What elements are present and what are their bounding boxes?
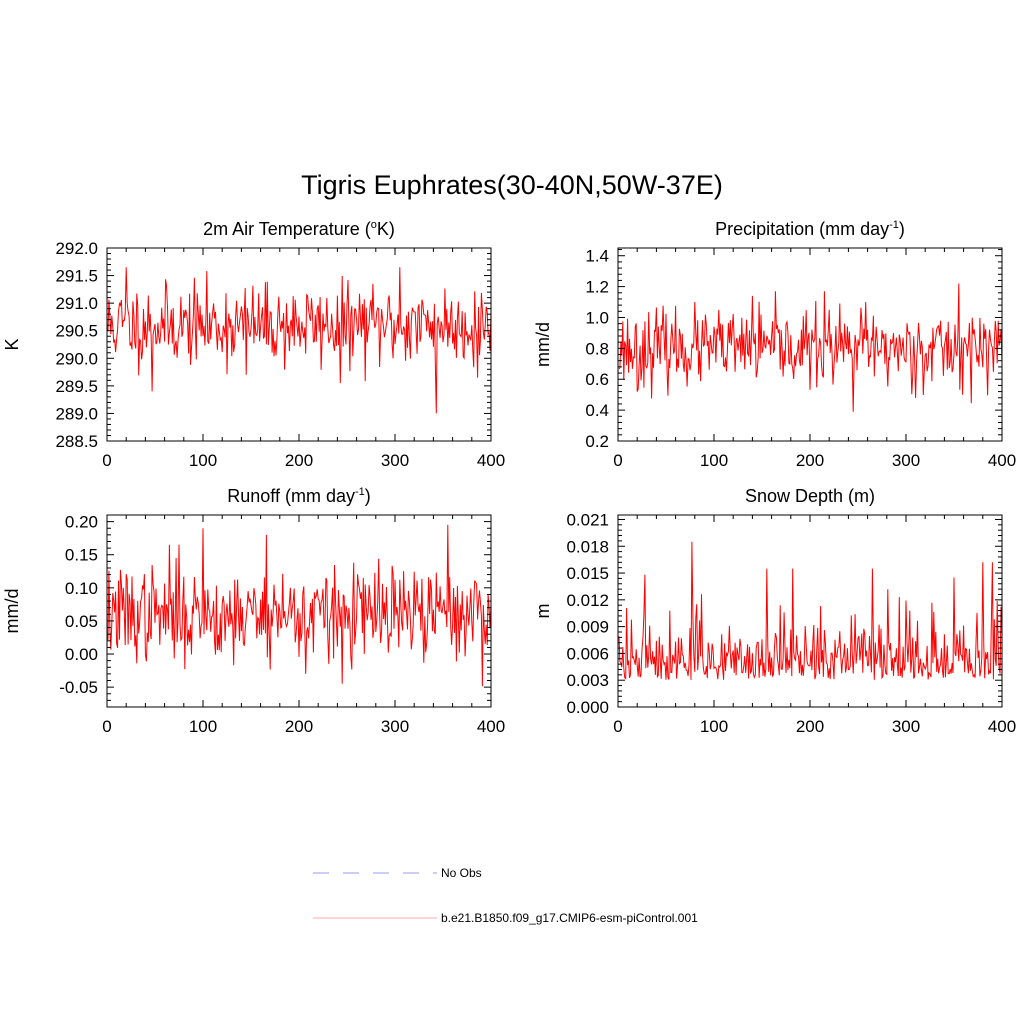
x-tick-label: 200 bbox=[796, 717, 824, 736]
x-tick-label: 400 bbox=[988, 717, 1016, 736]
x-tick-label: 0 bbox=[102, 451, 111, 470]
y-tick-label: 0.015 bbox=[566, 564, 609, 583]
y-tick-label: 0.15 bbox=[65, 546, 98, 565]
x-tick-label: 0 bbox=[613, 717, 622, 736]
x-tick-label: 400 bbox=[988, 451, 1016, 470]
x-tick-label: 400 bbox=[477, 717, 505, 736]
series-line-2-1 bbox=[618, 283, 1003, 412]
panel-title: Precipitation (mm day-1) bbox=[715, 219, 905, 239]
y-tick-label: 1.2 bbox=[585, 278, 609, 297]
panel-1: 0 100 200 300 400 288.5 289.0 289.5 290.0 290.5 29… bbox=[2, 219, 505, 470]
y-tick-label: 0.021 bbox=[566, 510, 609, 529]
legend-label-2: b.e21.B1850.f09_g17.CMIP6-esm-piControl.… bbox=[441, 911, 698, 925]
y-tick-label: 288.5 bbox=[55, 432, 98, 451]
y-axis-label: mm/d bbox=[533, 322, 553, 367]
y-tick-label: 0.006 bbox=[566, 644, 609, 663]
x-tick-label: 200 bbox=[285, 717, 313, 736]
y-tick-label: 0.00 bbox=[65, 645, 98, 664]
y-tick-label: 0.000 bbox=[566, 698, 609, 717]
x-tick-label: 300 bbox=[892, 717, 920, 736]
x-tick-label: 100 bbox=[189, 717, 217, 736]
y-tick-label: 291.5 bbox=[55, 267, 98, 286]
series-line-3-1 bbox=[107, 524, 492, 687]
x-tick-label: 0 bbox=[613, 451, 622, 470]
panel-3: 0 100 200 300 400 -0.05 0.00 0.05 0.10 0.15 0.20 mm… bbox=[2, 486, 505, 736]
x-tick-label: 400 bbox=[477, 451, 505, 470]
y-tick-label: 0.20 bbox=[65, 513, 98, 532]
panel-4: 0 100 200 300 400 0.000 0.003 0.006 0.009 0.012 0.… bbox=[533, 486, 1016, 736]
series-line-1-1 bbox=[107, 267, 492, 414]
y-tick-label: 289.5 bbox=[55, 377, 98, 396]
panel-title: Runoff (mm day-1) bbox=[227, 486, 371, 506]
x-tick-label: 100 bbox=[700, 451, 728, 470]
y-tick-label: 1.0 bbox=[585, 308, 609, 327]
y-tick-label: 0.012 bbox=[566, 591, 609, 610]
y-tick-label: 291.0 bbox=[55, 294, 98, 313]
y-tick-label: 289.0 bbox=[55, 404, 98, 423]
plot-frame bbox=[617, 514, 1003, 708]
x-tick-label: 100 bbox=[700, 717, 728, 736]
legend: No Obs b.e21.B1850.f09_g17.CMIP6-esm-piCo… bbox=[313, 866, 698, 925]
y-axis-label: mm/d bbox=[2, 589, 22, 634]
x-tick-label: 200 bbox=[796, 451, 824, 470]
x-tick-label: 300 bbox=[892, 451, 920, 470]
y-tick-label: 0.05 bbox=[65, 612, 98, 631]
x-tick-label: 200 bbox=[285, 451, 313, 470]
y-tick-label: 0.4 bbox=[585, 401, 609, 420]
y-tick-label: 0.6 bbox=[585, 370, 609, 389]
legend-label-1: No Obs bbox=[441, 866, 482, 880]
y-tick-label: 290.5 bbox=[55, 322, 98, 341]
y-axis-label: K bbox=[2, 338, 22, 350]
panel-title: 2m Air Temperature (oK) bbox=[203, 219, 395, 239]
x-tick-label: 300 bbox=[381, 451, 409, 470]
series-line-4-1 bbox=[618, 541, 1003, 680]
y-axis-label: m bbox=[533, 604, 553, 619]
x-tick-label: 0 bbox=[102, 717, 111, 736]
y-tick-label: 0.009 bbox=[566, 618, 609, 637]
y-tick-label: 290.0 bbox=[55, 349, 98, 368]
x-tick-label: 300 bbox=[381, 717, 409, 736]
figure-title: Tigris Euphrates(30-40N,50W-37E) bbox=[301, 170, 723, 200]
y-tick-label: 0.10 bbox=[65, 579, 98, 598]
x-tick-label: 100 bbox=[189, 451, 217, 470]
panel-title: Snow Depth (m) bbox=[745, 486, 875, 506]
y-tick-label: 0.003 bbox=[566, 671, 609, 690]
y-tick-label: 0.2 bbox=[585, 432, 609, 451]
y-tick-label: -0.05 bbox=[59, 678, 98, 697]
y-tick-label: 0.8 bbox=[585, 339, 609, 358]
panel-2: 0 100 200 300 400 0.2 0.4 0.6 0.8 1.0 1.2 1.4 mm/d Pr… bbox=[533, 219, 1016, 470]
y-tick-label: 0.018 bbox=[566, 537, 609, 556]
y-tick-label: 292.0 bbox=[55, 239, 98, 258]
y-tick-label: 1.4 bbox=[585, 247, 609, 266]
